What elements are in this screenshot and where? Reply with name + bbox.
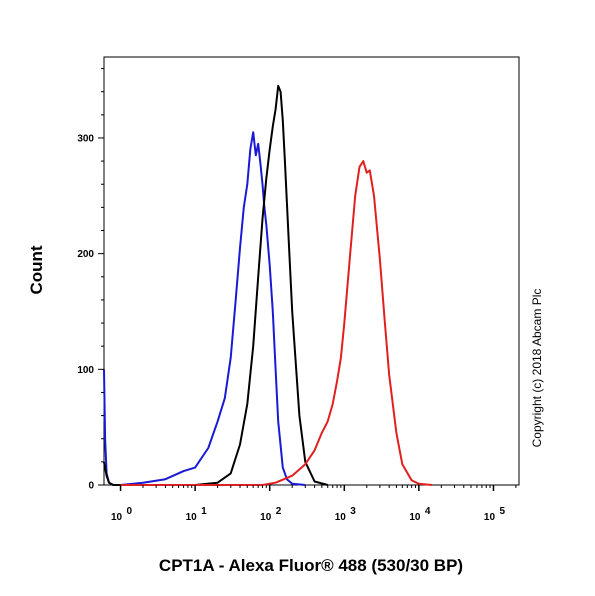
- copyright-annotation: Copyright (c) 2018 Abcam Plc: [530, 289, 544, 448]
- x-tick-label: 10: [484, 512, 496, 523]
- x-tick-label: 10: [260, 512, 272, 523]
- x-tick-exponent: 0: [127, 506, 133, 517]
- plot-frame: [103, 56, 520, 486]
- series-layer: [103, 84, 433, 486]
- x-tick-label: 10: [335, 512, 347, 523]
- y-axis-title: Count: [27, 245, 46, 294]
- x-tick-exponent: 5: [499, 506, 505, 517]
- x-tick-label: 10: [409, 512, 421, 523]
- x-tick-label: 10: [111, 512, 123, 523]
- x-tick-exponent: 2: [276, 506, 282, 517]
- x-axis-title: CPT1A - Alexa Fluor® 488 (530/30 BP): [159, 556, 463, 575]
- y-tick-label: 300: [77, 133, 94, 144]
- x-tick-exponent: 4: [425, 506, 431, 517]
- x-tick-label: 10: [186, 512, 198, 523]
- plot-area: [103, 56, 520, 486]
- x-tick-exponent: 3: [350, 506, 356, 517]
- y-tick-label: 200: [77, 249, 94, 260]
- x-tick-exponent: 1: [201, 506, 207, 517]
- y-tick-label: 0: [88, 481, 94, 492]
- series-line-1: [103, 131, 306, 486]
- y-tick-label: 100: [77, 365, 94, 376]
- series-line-3: [120, 160, 433, 486]
- y-axis: 0 100 200 300: [77, 68, 104, 492]
